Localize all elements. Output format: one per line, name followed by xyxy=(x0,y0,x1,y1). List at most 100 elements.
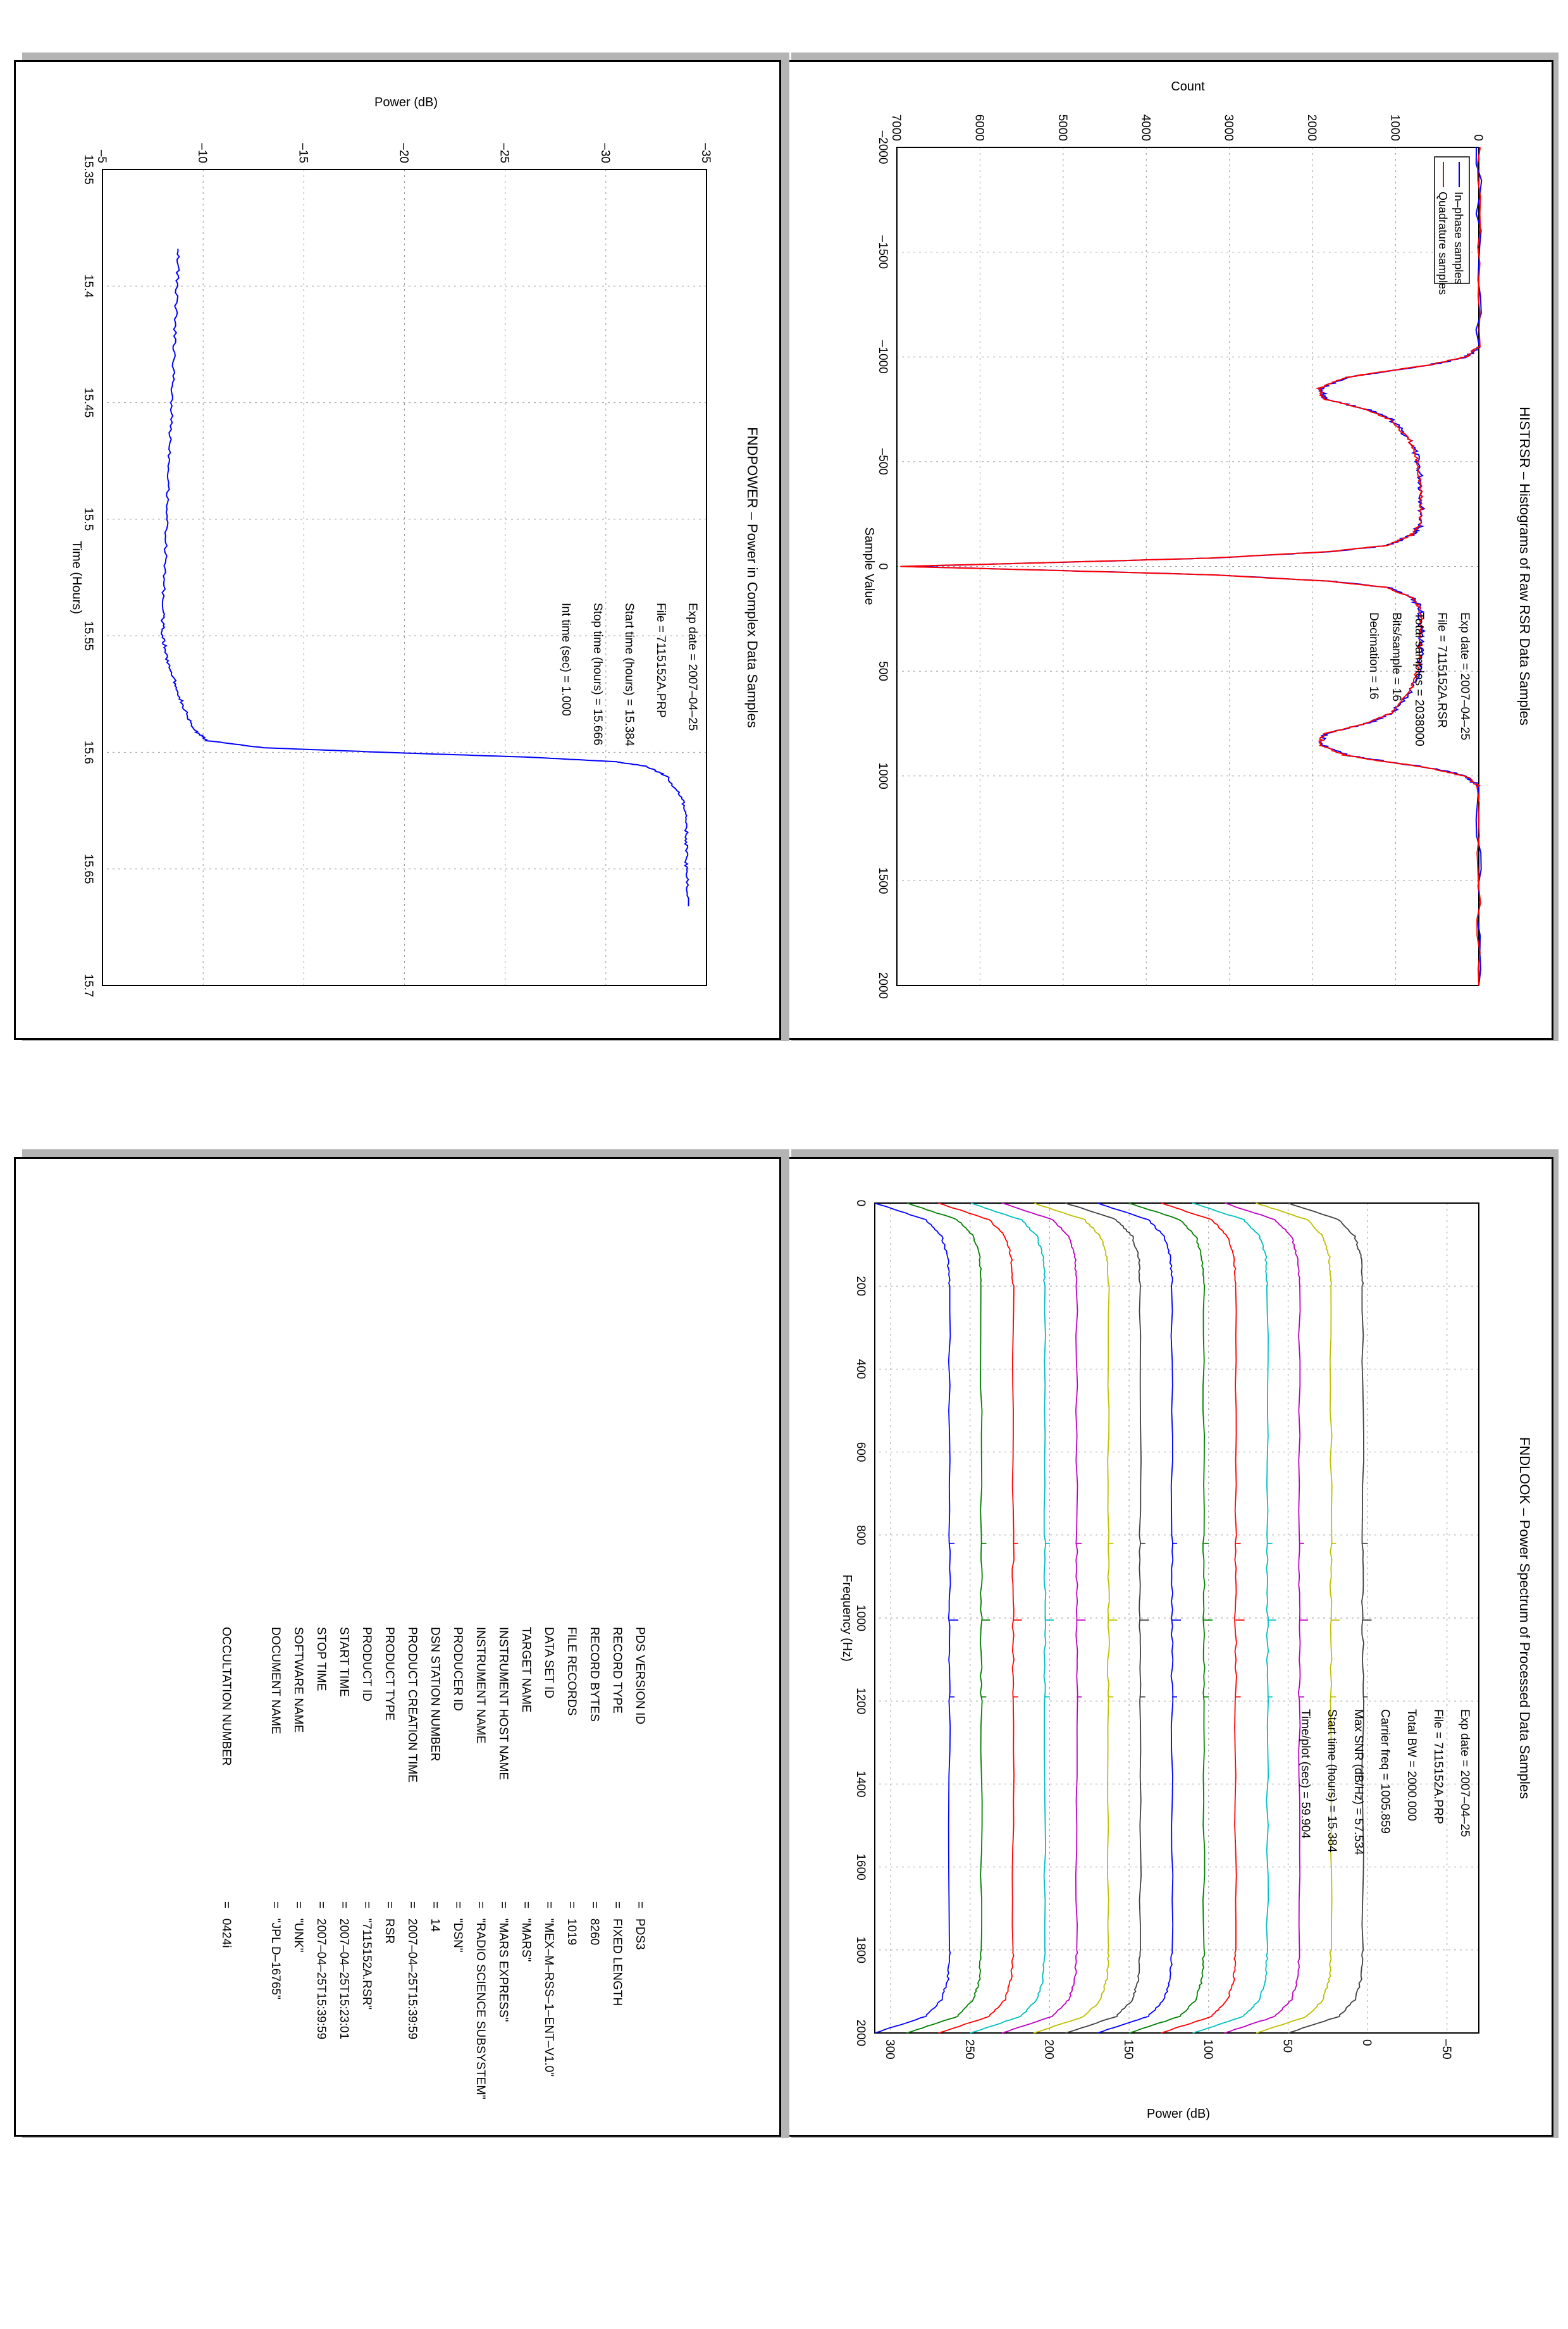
label-key: INSTRUMENT HOST NAME xyxy=(497,1627,510,1781)
power-title: FNDPOWER – Power in Complex Data Samples xyxy=(744,427,760,728)
y-tick-label: –10 xyxy=(195,143,209,163)
y-tick-label: –20 xyxy=(397,143,411,163)
y-tick-label: 5000 xyxy=(1056,114,1069,141)
label-key: PRODUCT TYPE xyxy=(383,1627,396,1721)
annotation-row: Total samples = 2038000 xyxy=(1412,612,1426,746)
x-tick-label: 15.65 xyxy=(82,854,95,884)
annotation-label: Int time (sec) = xyxy=(559,603,572,686)
label-value: = RSR xyxy=(383,1901,396,1944)
spectrum-series-line xyxy=(1192,1202,1276,2034)
label-key: TARGET NAME xyxy=(519,1627,533,1713)
x-tick-label: 500 xyxy=(876,661,889,681)
annotation-label: Bits/sample = xyxy=(1390,612,1403,688)
annotation-value: 16 xyxy=(1367,686,1380,700)
power-series-line xyxy=(160,249,689,906)
label-key: PRODUCER ID xyxy=(451,1627,464,1712)
y-tick-label: 2000 xyxy=(1305,114,1318,141)
x-tick-label: 15.6 xyxy=(82,741,95,764)
histogram-panel: –2000 –1500 –1000 –500 0 500 1000 1500 2000 0 1000… xyxy=(786,60,1553,1040)
x-tick-label: –1000 xyxy=(876,340,889,374)
label-key: RECORD TYPE xyxy=(610,1627,624,1714)
x-tick-label: 600 xyxy=(854,1442,867,1462)
annotation-label: Start time (hours) = xyxy=(622,603,636,710)
annotation-label: Exp date = xyxy=(1458,1709,1471,1770)
annotation-label: Total samples = xyxy=(1412,612,1426,700)
annotation-row: Exp date = 2007–04–25 xyxy=(685,603,699,731)
histogram-axes-box xyxy=(896,147,1479,986)
y-tick-label: 150 xyxy=(1121,2039,1135,2060)
spectrum-series-line xyxy=(906,1202,991,2034)
x-tick-label: 1800 xyxy=(854,1937,867,1963)
label-key: STOP TIME xyxy=(314,1627,328,1691)
spectrum-x-label: Frequency (Hz) xyxy=(840,1574,854,1662)
label-value: = FIXED LENGTH xyxy=(610,1901,624,2006)
pds-label-table: PDS VERSION ID = PDS3 RECORD TYPE = FIXED L… xyxy=(16,1159,779,2329)
y-tick-label: –5 xyxy=(95,150,108,163)
label-value: = "7115152A.RSR" xyxy=(360,1901,373,2010)
x-tick-label: 800 xyxy=(854,1525,867,1545)
y-tick-label: 100 xyxy=(1201,2039,1214,2060)
spectrum-series-line xyxy=(938,1202,1022,2034)
annotation-value: 15.666 xyxy=(591,708,604,746)
x-tick-label: 15.4 xyxy=(82,275,95,298)
x-tick-label: 0 xyxy=(854,1200,867,1207)
y-tick-label: 50 xyxy=(1280,2039,1293,2053)
spectrum-axes-box xyxy=(874,1202,1479,2034)
label-value: = 2007–04–25T15:39:59 xyxy=(405,1901,419,2040)
label-key: DOCUMENT NAME xyxy=(269,1627,282,1734)
y-tick-label: 0 xyxy=(1471,134,1485,141)
annotation-value: 59.904 xyxy=(1299,1801,1312,1839)
annotation-value: 15.384 xyxy=(622,709,636,746)
y-tick-label: –25 xyxy=(498,143,511,163)
power-y-label: Power (dB) xyxy=(374,96,438,109)
annotation-value: 2038000 xyxy=(1412,699,1426,746)
x-tick-label: 1000 xyxy=(876,763,889,789)
annotation-value: 2007–04–25 xyxy=(1458,1770,1471,1838)
y-tick-label: 3000 xyxy=(1222,114,1235,141)
y-tick-label: 300 xyxy=(883,2039,896,2060)
label-value: = 2007–04–25T15:39:59 xyxy=(314,1901,328,2040)
y-tick-label: –30 xyxy=(598,143,612,163)
x-tick-label: 2000 xyxy=(854,2020,867,2046)
annotation-label: File = xyxy=(654,603,667,636)
label-key: FILE RECORDS xyxy=(565,1627,578,1716)
label-key: RECORD BYTES xyxy=(588,1627,601,1722)
spectrum-series-line xyxy=(1288,1202,1372,2034)
annotation-row: Exp date = 2007–04–25 xyxy=(1457,612,1471,740)
y-tick-label: 6000 xyxy=(972,114,985,141)
annotation-row: Exp date = 2007–04–25 xyxy=(1457,1709,1471,1837)
x-tick-label: –2000 xyxy=(876,131,889,164)
spectrum-series-line xyxy=(1065,1202,1149,2034)
label-value: = "MARS EXPRESS" xyxy=(497,1901,510,2022)
annotation-value: 16 xyxy=(1390,688,1403,701)
y-tick-label: –35 xyxy=(699,143,712,163)
label-value: = 8260 xyxy=(588,1901,601,1946)
legend-in-phase: In–phase samples xyxy=(1452,192,1465,284)
legend-quadrature: Quadrature samples xyxy=(1436,192,1449,295)
spectrum-chart: 0200400600800100012001400160018002000–50… xyxy=(840,1200,1533,2121)
power-panel: 15.35 15.4 15.45 15.5 15.55 15.6 15.65 15.7 –35 –… xyxy=(14,60,781,1040)
annotation-value: 1005.859 xyxy=(1378,1783,1392,1834)
y-tick-label: 250 xyxy=(963,2039,976,2060)
y-tick-label: –15 xyxy=(296,143,309,163)
annotation-label: Time/plot (sec) = xyxy=(1299,1709,1312,1802)
annotation-row: Int time (sec) = 1.000 xyxy=(559,603,572,716)
x-tick-label: 1500 xyxy=(876,867,889,894)
annotation-label: Max SNR (dB/Hz) = xyxy=(1352,1709,1365,1819)
y-tick-label: 1000 xyxy=(1388,114,1402,141)
label-value: = 1019 xyxy=(565,1901,578,1946)
label-value: = "MEX–M–RSS–1–ENT–V1.0" xyxy=(542,1901,555,2077)
annotation-row: Bits/sample = 16 xyxy=(1389,612,1403,701)
annotation-row: File = 7115152A.RSR xyxy=(1435,612,1448,728)
annotation-row: Max SNR (dB/Hz) = 57.534 xyxy=(1351,1709,1365,1855)
label-panel: PDS VERSION ID = PDS3 RECORD TYPE = FIXED L… xyxy=(14,1157,781,2137)
label-value: = "RADIO SCIENCE SUBSYSTEM" xyxy=(474,1901,487,2099)
annotation-row: Time/plot (sec) = 59.904 xyxy=(1298,1709,1312,1839)
annotation-row: File = 7115152A.PRP xyxy=(653,603,667,718)
annotation-label: Start time (hours) = xyxy=(1325,1709,1338,1816)
histogram-y-label: Count xyxy=(1171,80,1205,94)
x-tick-label: 2000 xyxy=(876,972,889,999)
x-tick-label: 200 xyxy=(854,1276,867,1296)
annotation-value: 57.534 xyxy=(1352,1818,1365,1855)
label-value: = "UNK" xyxy=(292,1901,305,1953)
